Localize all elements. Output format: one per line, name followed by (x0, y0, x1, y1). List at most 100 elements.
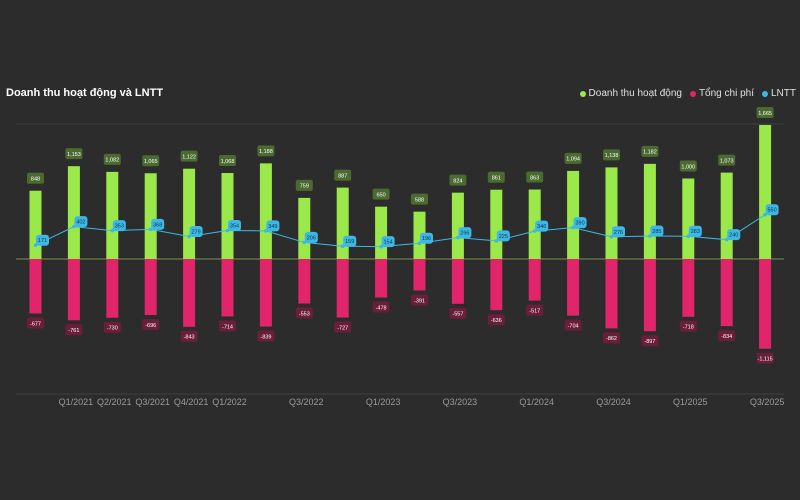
cost-bar (298, 259, 311, 304)
revenue-data-label: 1,188 (259, 149, 273, 155)
revenue-data-label: 1,094 (566, 157, 580, 163)
cost-label-bg (718, 330, 736, 342)
revenue-data-label: 759 (300, 184, 309, 190)
lntt-label-bg (420, 232, 433, 244)
lntt-data-label: 276 (614, 230, 623, 236)
lntt-data-label: 353 (115, 224, 124, 230)
cost-bar (759, 259, 772, 349)
lntt-label-bg (266, 220, 280, 232)
cost-data-label: -730 (107, 326, 118, 332)
lntt-label-bg (496, 230, 510, 242)
cost-bar (221, 259, 234, 317)
x-tick-label: Q3/2022 (289, 397, 324, 407)
revenue-data-label: 824 (453, 178, 462, 184)
revenue-label-bg (487, 171, 505, 183)
revenue-data-label: 1,068 (221, 159, 235, 165)
lntt-point (763, 212, 767, 217)
lntt-point (379, 244, 383, 249)
cost-label-bg (372, 301, 390, 313)
lntt-label-bg (535, 220, 549, 232)
lntt-data-label: 159 (345, 239, 354, 245)
cost-label-bg (526, 304, 544, 316)
legend-label-cost: Tổng chi phí (698, 88, 754, 99)
cost-data-label: -704 (568, 323, 579, 329)
revenue-bar (682, 178, 695, 259)
cost-bar (259, 259, 272, 327)
lntt-label-bg (36, 234, 49, 246)
x-tick-label: Q3/2025 (750, 397, 785, 407)
cost-bar (375, 259, 388, 298)
revenue-bar (67, 166, 80, 259)
lntt-data-label: 368 (153, 222, 162, 228)
cost-data-label: -714 (222, 324, 233, 330)
revenue-label-bg (756, 106, 774, 118)
lntt-label-bg (189, 226, 203, 238)
cost-data-label: -478 (376, 305, 387, 311)
revenue-bar (144, 173, 157, 259)
lntt-label-bg (573, 217, 587, 229)
lntt-point (648, 234, 652, 238)
revenue-data-label: 588 (415, 197, 424, 203)
legend-item-lntt[interactable]: LNTT (762, 88, 796, 99)
revenue-data-label: 1,065 (144, 159, 158, 165)
revenue-label-bg (27, 172, 44, 184)
x-tick-label: Q1/2023 (366, 397, 401, 407)
cost-bar (643, 259, 656, 332)
revenue-data-label: 1,073 (720, 158, 734, 164)
revenue-bar (413, 211, 426, 259)
lntt-data-label: 349 (268, 224, 277, 230)
lntt-data-label: 285 (652, 229, 661, 235)
cost-data-label: -636 (491, 318, 502, 324)
cost-bar (682, 259, 695, 317)
revenue-label-bg (641, 145, 659, 157)
revenue-data-label: 1,153 (67, 152, 81, 158)
cost-label-bg (180, 330, 198, 342)
lntt-label-bg (151, 218, 165, 230)
revenue-label-bg (679, 160, 697, 172)
cost-label-bg (487, 314, 505, 326)
lntt-point (532, 229, 537, 233)
revenue-bar (336, 187, 349, 259)
cost-bar (720, 259, 733, 327)
legend-item-cost[interactable]: Tổng chi phí (689, 88, 754, 99)
lntt-data-label: 354 (230, 224, 239, 230)
lntt-point (724, 237, 729, 242)
cost-label-bg (603, 332, 620, 344)
revenue-label-bg (526, 171, 544, 183)
cost-bar (106, 259, 119, 318)
revenue-bar (720, 172, 733, 259)
cost-data-label: -391 (414, 298, 425, 304)
legend-swatch-lntt (762, 90, 768, 97)
cost-label-bg (257, 330, 275, 342)
cost-data-label: -727 (337, 325, 348, 331)
lntt-label-bg (343, 235, 357, 247)
legend-item-revenue[interactable]: Doanh thu hoạt động (579, 88, 682, 99)
cost-data-label: -677 (30, 321, 41, 327)
revenue-label-bg (295, 179, 313, 191)
revenue-data-label: 863 (530, 175, 539, 181)
lntt-label-bg (381, 236, 395, 248)
cost-label-bg (564, 319, 582, 331)
revenue-label-bg (372, 188, 390, 200)
lntt-label-bg (727, 229, 741, 241)
lntt-label-bg (228, 220, 241, 232)
lntt-point (571, 225, 575, 230)
cost-label-bg (65, 324, 83, 336)
cost-data-label: -696 (145, 323, 156, 329)
revenue-bar (259, 163, 272, 259)
lntt-data-label: 240 (729, 233, 738, 239)
cost-label-bg (641, 335, 659, 347)
revenue-label-bg (411, 193, 428, 205)
lntt-label-bg (74, 216, 88, 228)
legend-label-revenue: Doanh thu hoạt động (588, 88, 682, 99)
cost-label-bg (449, 307, 467, 319)
lntt-point (148, 227, 153, 232)
x-tick-label: Q1/2022 (212, 397, 247, 407)
legend-swatch-revenue (579, 90, 586, 97)
revenue-data-label: 1,000 (681, 164, 695, 170)
lntt-data-label: 283 (691, 229, 700, 235)
lntt-label-bg (650, 225, 664, 237)
cost-data-label: -862 (606, 336, 617, 342)
cost-bar (67, 259, 80, 321)
cost-label-bg (103, 321, 121, 333)
